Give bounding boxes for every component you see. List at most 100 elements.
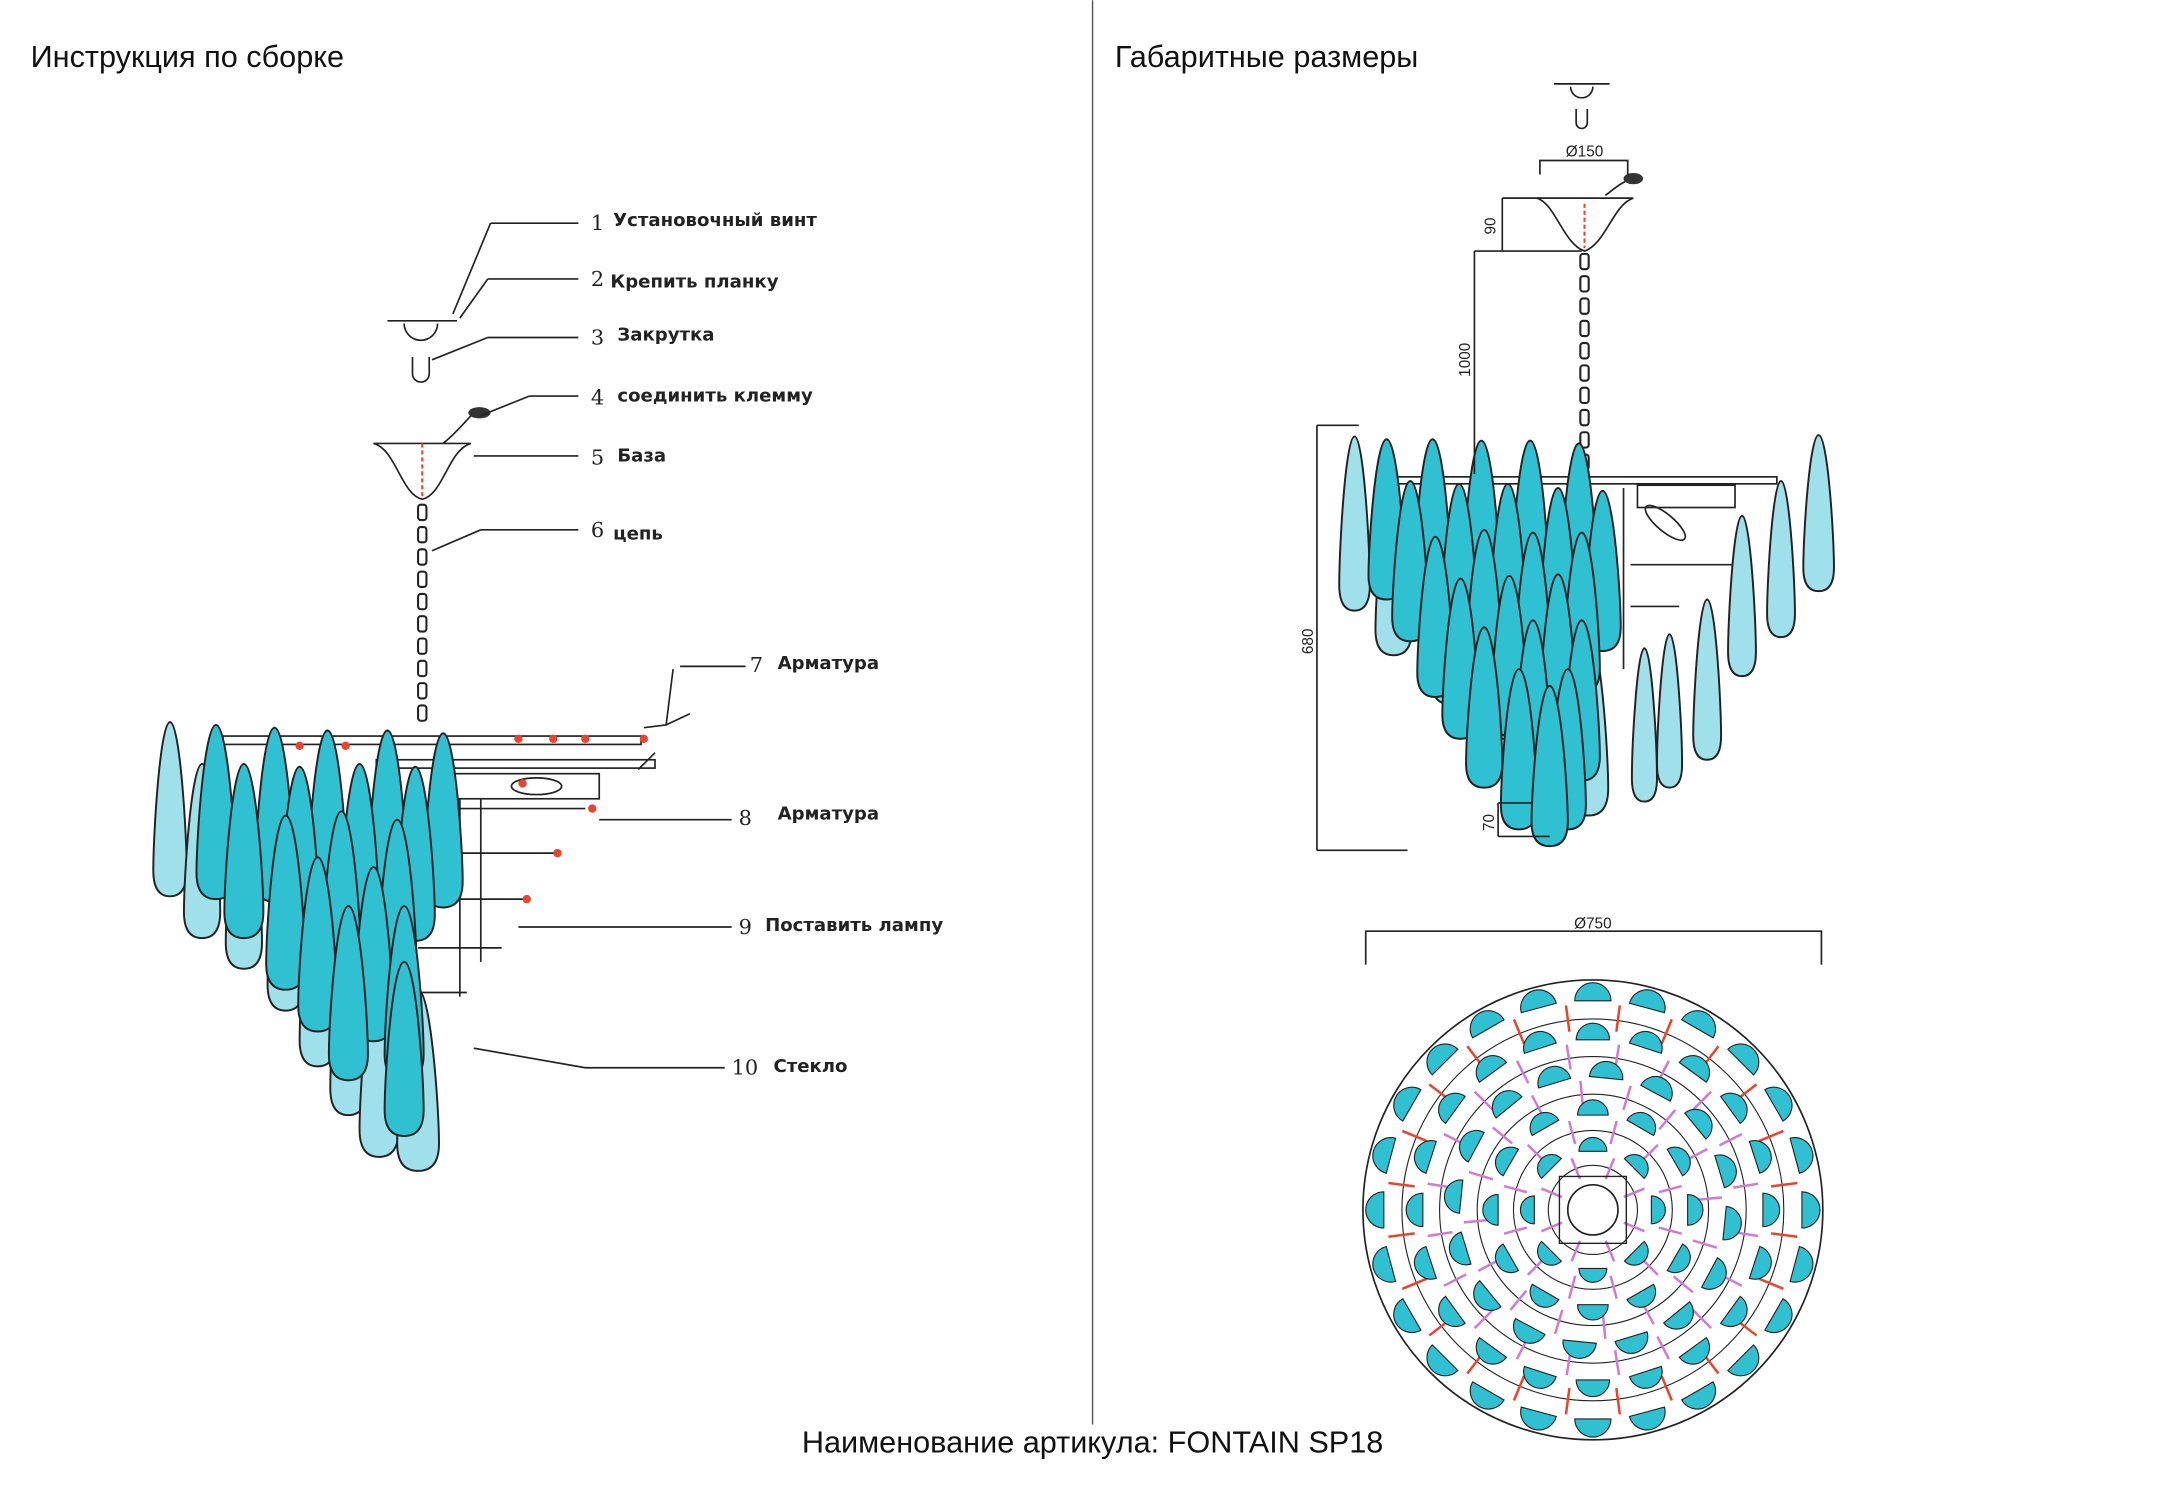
arm-line [1567, 1275, 1577, 1300]
drop-top [1529, 1283, 1560, 1308]
glass-drop [1692, 598, 1723, 761]
mounting-bracket [387, 319, 458, 383]
article-name: Наименование артикула: FONTAIN SP18 [802, 1425, 1383, 1459]
hook-marker [522, 894, 531, 904]
ring [1547, 1164, 1639, 1256]
drop-top [1727, 1043, 1760, 1076]
drop-top [1372, 1137, 1397, 1174]
drop-top [1393, 1086, 1422, 1122]
drop-top [1626, 1283, 1657, 1308]
callout-number: 10 [732, 1056, 759, 1080]
glass-drop [1391, 480, 1430, 643]
callout-number: 4 [591, 385, 604, 409]
callout-label: соединить клемму [617, 386, 813, 407]
drop-top [1519, 1195, 1535, 1225]
arm-line [1570, 1157, 1582, 1180]
drop-top [1448, 1231, 1472, 1266]
arm-line [1692, 1239, 1718, 1249]
arm-line [1604, 1157, 1616, 1180]
drop-top [1628, 1406, 1666, 1431]
dimension-drawing: Ø150 90 1000 680 70 Ø750 [1300, 83, 1835, 1441]
drop-top [1469, 1010, 1505, 1039]
arm-line [1509, 1289, 1528, 1311]
chain-link [1579, 319, 1590, 338]
chain-link [417, 637, 428, 655]
callout-number: 2 [591, 267, 604, 291]
drop-top [1578, 1267, 1608, 1283]
arm-line [1473, 1309, 1494, 1330]
drop-top [1537, 1065, 1572, 1089]
callout-number: 5 [591, 445, 604, 469]
drop-top [1626, 1111, 1657, 1137]
hook-marker [588, 804, 597, 813]
hook [637, 669, 691, 771]
glass-drop [1766, 480, 1796, 639]
drop-top [1482, 1193, 1499, 1226]
glass-drops [152, 721, 464, 1172]
dim-body-height: 680 [1300, 629, 1317, 655]
drop-top [1789, 1245, 1814, 1283]
drop-top [1640, 1076, 1673, 1102]
arm-line [1623, 1221, 1645, 1233]
ring [1512, 1129, 1673, 1290]
hook-marker [553, 848, 562, 858]
chain-link [417, 659, 428, 678]
chain-link [417, 570, 428, 588]
dim-canopy-diameter: Ø150 [1566, 143, 1603, 160]
drop-top [1700, 1257, 1727, 1290]
drop-top [1628, 989, 1666, 1014]
drop-top [1727, 1344, 1760, 1377]
drop-top [1513, 1317, 1546, 1344]
drop-top [1562, 1339, 1597, 1359]
drop-top [1748, 1245, 1772, 1280]
arm-line [1443, 1273, 1467, 1287]
drop-top [1650, 1195, 1666, 1225]
arm-line [1512, 1375, 1526, 1401]
canopy-base [373, 407, 491, 501]
drop-top [1719, 1092, 1748, 1125]
arm-line [1540, 1221, 1563, 1233]
callout-number: 7 [750, 653, 763, 677]
drop-top [1614, 1331, 1649, 1354]
dim-chain-length: 1000 [1457, 343, 1474, 377]
drop-top [1574, 982, 1612, 1002]
arm-line [1570, 1240, 1582, 1262]
callouts: 1 Установочный винт 2 Крепить планку 3 Закрут… [431, 210, 943, 1080]
drop-top [1475, 1055, 1508, 1083]
drop-top [1365, 1191, 1385, 1229]
chain-link [1579, 252, 1590, 271]
arm-line [1758, 1277, 1784, 1290]
chain-link [417, 704, 428, 722]
drop-top [1666, 1243, 1691, 1274]
arm-line [1623, 1187, 1645, 1199]
drop-top [1475, 1336, 1508, 1365]
arm-line [1540, 1187, 1563, 1199]
callout-5: 5 База [473, 445, 666, 469]
arm-line [1696, 1196, 1722, 1202]
chain-link [417, 525, 428, 544]
drop-top [1764, 1086, 1793, 1122]
callout-9: 9 Поставить лампу [518, 915, 943, 939]
arm-line [1672, 1275, 1694, 1294]
drop-top [1628, 1365, 1663, 1389]
hook-marker [581, 734, 590, 744]
leader-line [452, 222, 579, 315]
arm-line [1622, 1085, 1632, 1111]
drop-top [1443, 1179, 1464, 1214]
arm-line [1770, 1232, 1798, 1239]
callout-1: 1 Установочный винт [452, 210, 817, 315]
drop-top [1588, 1060, 1624, 1081]
leader-line [431, 336, 579, 361]
dimensions-title: Габаритные размеры [1115, 40, 1418, 74]
arm-line [1401, 1277, 1428, 1290]
drop-top [1520, 989, 1557, 1014]
callout-7: 7 Арматура [680, 653, 879, 677]
arm-line [1564, 1387, 1571, 1415]
arm-line [1613, 1350, 1621, 1376]
drop-top [1623, 1240, 1649, 1266]
chain-link [1579, 275, 1590, 293]
drop-top [1523, 1365, 1557, 1389]
ring [1476, 1093, 1710, 1327]
hook-marker [514, 734, 523, 744]
top-view [1362, 979, 1824, 1441]
